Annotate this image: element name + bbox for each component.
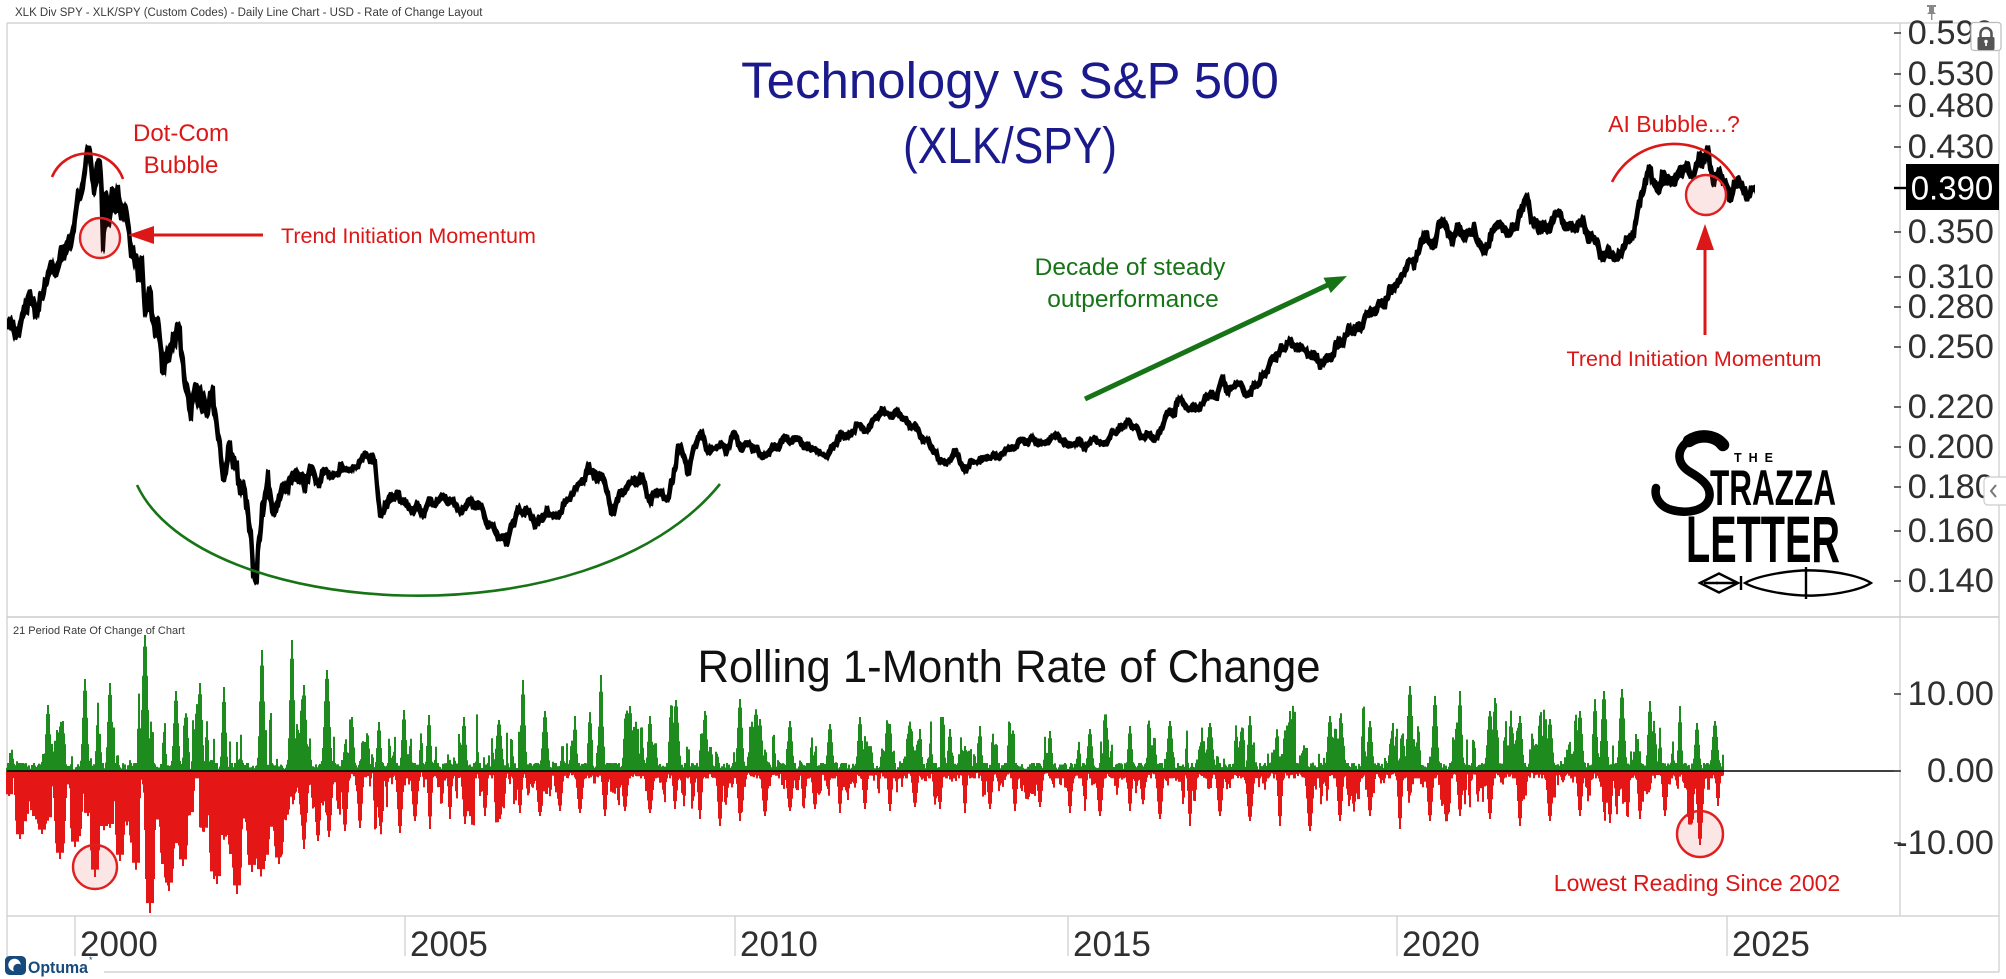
- svg-text:0.220: 0.220: [1908, 388, 1994, 426]
- svg-text:0.140: 0.140: [1908, 562, 1994, 600]
- svg-text:0.350: 0.350: [1908, 213, 1994, 251]
- svg-text:0.00: 0.00: [1927, 752, 1994, 790]
- svg-text:0.280: 0.280: [1908, 288, 1994, 326]
- svg-text:21 Period Rate Of Change of Ch: 21 Period Rate Of Change of Chart: [13, 625, 185, 637]
- svg-text:(XLK/SPY): (XLK/SPY): [903, 117, 1117, 174]
- svg-text:Optuma: Optuma: [28, 958, 88, 977]
- svg-text:2015: 2015: [1073, 925, 1151, 964]
- svg-text:0.250: 0.250: [1908, 328, 1994, 366]
- svg-text:2000: 2000: [80, 925, 158, 964]
- svg-text:LETTER: LETTER: [1686, 502, 1840, 576]
- svg-text:THE: THE: [1734, 451, 1780, 465]
- svg-text:0.390: 0.390: [1911, 170, 1994, 207]
- svg-text:XLK Div SPY - XLK/SPY (Custom: XLK Div SPY - XLK/SPY (Custom Codes) - D…: [15, 7, 483, 19]
- svg-text:0.530: 0.530: [1908, 55, 1994, 93]
- svg-text:0.480: 0.480: [1908, 87, 1994, 125]
- svg-text:Decade of steady: Decade of steady: [1035, 254, 1226, 281]
- svg-text:TRAZZA: TRAZZA: [1710, 460, 1836, 516]
- svg-text:2020: 2020: [1402, 925, 1480, 964]
- svg-text:2010: 2010: [740, 925, 818, 964]
- svg-text:Bubble: Bubble: [144, 152, 219, 179]
- svg-text:outperformance: outperformance: [1047, 286, 1219, 313]
- svg-text:0.160: 0.160: [1908, 512, 1994, 550]
- svg-text:0.430: 0.430: [1908, 128, 1994, 166]
- svg-text:0.200: 0.200: [1908, 428, 1994, 466]
- svg-text:0.180: 0.180: [1908, 468, 1994, 506]
- svg-text:10.00: 10.00: [1908, 675, 1994, 713]
- svg-text:*: *: [89, 955, 93, 965]
- svg-text:Trend Initiation Momentum: Trend Initiation Momentum: [281, 224, 536, 248]
- svg-text:AI Bubble...?: AI Bubble...?: [1608, 111, 1740, 137]
- svg-text:2025: 2025: [1732, 925, 1810, 964]
- svg-text:Rolling 1-Month Rate of Change: Rolling 1-Month Rate of Change: [698, 641, 1321, 692]
- svg-text:-10.00: -10.00: [1896, 824, 1994, 862]
- svg-text:2005: 2005: [410, 925, 488, 964]
- svg-text:Technology vs S&P 500: Technology vs S&P 500: [741, 52, 1279, 109]
- svg-text:Trend Initiation Momentum: Trend Initiation Momentum: [1567, 347, 1822, 371]
- svg-text:Dot-Com: Dot-Com: [133, 120, 229, 147]
- svg-text:0.310: 0.310: [1908, 258, 1994, 296]
- svg-text:Lowest Reading Since 2002: Lowest Reading Since 2002: [1554, 870, 1840, 896]
